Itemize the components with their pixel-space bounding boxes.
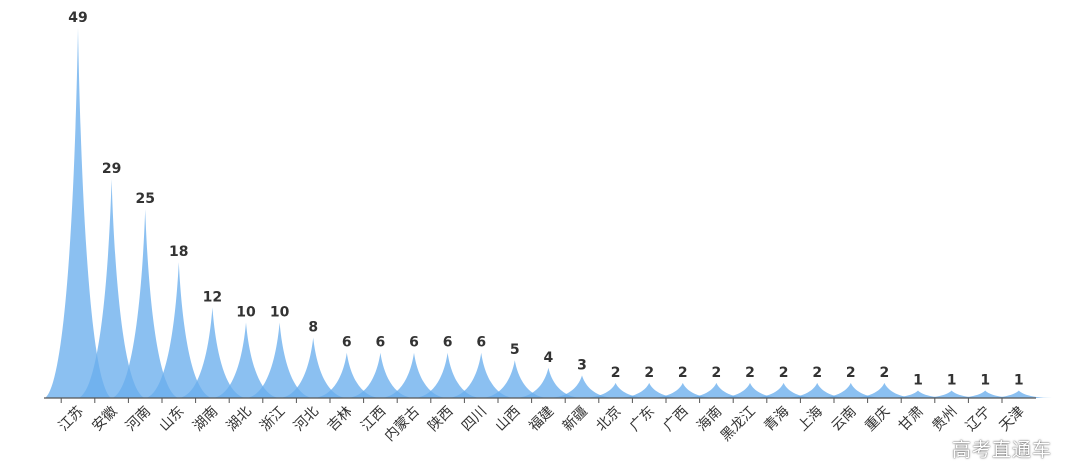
data-label-26: 1: [947, 372, 957, 388]
data-label-6: 10: [270, 304, 290, 320]
data-label-22: 2: [812, 365, 822, 381]
spike-bar-21: [750, 382, 817, 398]
category-label-11: 陕西: [425, 404, 456, 435]
data-label-13: 5: [510, 342, 520, 358]
data-label-8: 6: [342, 335, 352, 351]
category-label-26: 贵州: [929, 404, 960, 435]
category-label-14: 福建: [526, 404, 557, 435]
spike-bar-15: [549, 375, 615, 398]
data-label-24: 2: [880, 365, 890, 381]
spike-series: [45, 28, 1052, 398]
category-label-13: 山西: [493, 404, 524, 435]
spike-bar-11: [414, 352, 481, 398]
data-label-3: 18: [169, 244, 188, 260]
spike-bar-28: [985, 390, 1052, 398]
spike-bar-24: [851, 382, 918, 398]
data-label-7: 8: [308, 320, 318, 336]
data-label-15: 3: [577, 357, 587, 373]
data-label-28: 1: [1014, 372, 1024, 388]
spike-bar-1: [78, 179, 145, 398]
category-label-24: 重庆: [862, 404, 893, 435]
category-label-6: 浙江: [257, 404, 288, 435]
data-label-10: 6: [409, 335, 419, 351]
data-label-11: 6: [443, 335, 453, 351]
data-label-25: 1: [913, 372, 923, 388]
spike-bar-7: [280, 337, 347, 398]
data-label-14: 4: [544, 350, 554, 366]
data-label-4: 12: [203, 289, 222, 305]
spike-bar-10: [381, 352, 447, 398]
category-label-28: 天津: [997, 404, 1028, 435]
spike-bar-14: [515, 367, 582, 398]
category-label-17: 广东: [627, 404, 658, 435]
spike-bar-26: [918, 390, 985, 398]
spike-bar-22: [784, 382, 851, 398]
spike-bar-9: [347, 352, 414, 398]
category-label-22: 上海: [795, 404, 826, 435]
category-label-21: 青海: [761, 404, 792, 435]
category-label-20: 黑龙江: [718, 404, 759, 445]
spike-bar-3: [145, 262, 212, 398]
data-label-23: 2: [846, 365, 856, 381]
category-label-3: 山东: [157, 404, 188, 435]
watermark-text: 高考直通车: [951, 439, 1052, 461]
spike-bar-19: [683, 382, 750, 398]
spike-bar-20: [717, 382, 783, 398]
data-label-18: 2: [678, 365, 688, 381]
data-labels: 49 29 25 18 12 10 10 8 6 6 6 6 6 5 4 3 2 2 2 2 2 2 2 2 2 1 1 1 1: [68, 10, 1023, 388]
spike-bar-13: [481, 360, 548, 398]
spike-bar-2: [112, 209, 179, 398]
spike-bar-18: [649, 382, 716, 398]
category-label-16: 北京: [593, 404, 624, 435]
spike-bar-12: [448, 352, 515, 398]
data-label-21: 2: [779, 365, 789, 381]
data-label-0: 49: [68, 10, 87, 26]
data-label-19: 2: [712, 365, 722, 381]
data-label-17: 2: [644, 365, 654, 381]
spike-bar-6: [246, 322, 313, 398]
category-label-1: 安徽: [89, 404, 120, 435]
data-label-20: 2: [745, 365, 755, 381]
category-label-4: 湖南: [190, 404, 221, 435]
spike-bar-8: [313, 352, 380, 398]
data-label-9: 6: [376, 335, 386, 351]
data-label-27: 1: [980, 372, 990, 388]
category-label-7: 河北: [291, 404, 322, 435]
spike-bar-25: [885, 390, 951, 398]
data-label-12: 6: [476, 335, 486, 351]
data-label-5: 10: [236, 304, 256, 320]
spike-bar-0: [45, 28, 111, 398]
category-label-23: 云南: [829, 404, 860, 435]
spike-bar-16: [582, 382, 649, 398]
category-label-10: 内蒙古: [382, 404, 423, 445]
spike-bar-4: [179, 307, 246, 398]
data-label-1: 29: [102, 161, 121, 177]
spike-bar-23: [817, 382, 884, 398]
x-axis-ticks: [60, 398, 1003, 403]
category-label-27: 辽宁: [962, 403, 994, 435]
category-label-0: 江苏: [56, 404, 87, 435]
category-label-25: 甘肃: [896, 404, 927, 435]
category-label-8: 吉林: [325, 404, 356, 435]
data-label-2: 25: [135, 191, 154, 207]
spike-bar-17: [616, 382, 683, 398]
category-label-15: 新疆: [560, 404, 591, 435]
x-axis-tick-labels: 江苏 安徽 河南 山东 湖南 湖北 浙江 河北 吉林 江西内蒙古 陕西 四川 山西 福建 新疆 北京 广东 广西海…: [56, 403, 1028, 445]
category-label-12: 四川: [459, 404, 490, 435]
category-label-18: 广西: [661, 404, 692, 435]
spike-bar-27: [952, 390, 1019, 398]
spike-bar-5: [213, 322, 279, 398]
category-label-2: 河南: [123, 404, 154, 435]
data-label-16: 2: [611, 365, 621, 381]
category-label-5: 湖北: [224, 404, 255, 435]
